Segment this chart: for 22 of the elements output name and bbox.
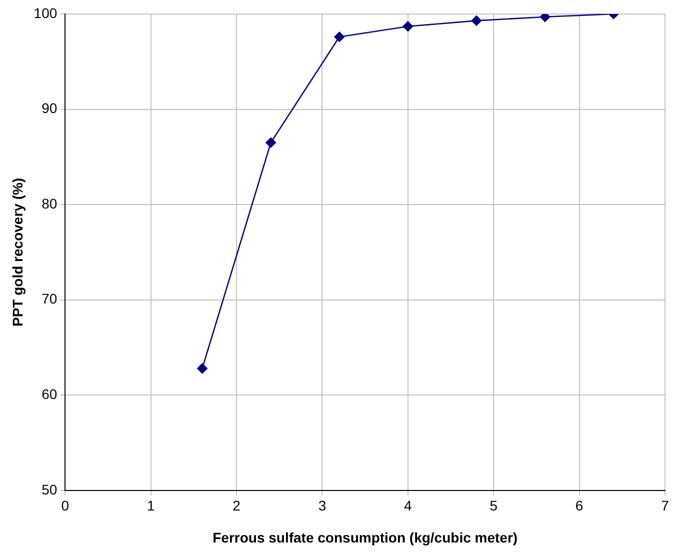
y-tick-label: 90 (42, 100, 58, 116)
x-tick-label: 0 (61, 498, 70, 514)
point (540, 14, 550, 22)
x-tick-label: 6 (575, 498, 584, 514)
point (471, 16, 482, 26)
x-tick-label: 5 (490, 498, 498, 514)
y-tick-label: 80 (42, 195, 58, 212)
x-tick-label: 2 (232, 498, 241, 514)
y-tick-label: 100 (34, 4, 58, 21)
x-tick-label: 3 (318, 498, 326, 514)
y-tick-label: 60 (42, 386, 58, 402)
y-axis-title: PPT gold recovery (%) (9, 178, 26, 326)
y-tick-label: 70 (42, 290, 58, 307)
x-tick-label: 7 (661, 498, 670, 514)
point (266, 137, 276, 148)
x-tick-label: 1 (146, 498, 155, 514)
y-tick-label: 50 (42, 481, 58, 498)
x-axis-title: Ferrous sulfate consumption (kg/cubic meter) (212, 529, 518, 546)
point (402, 21, 414, 32)
x-tick-label: 4 (404, 498, 412, 514)
point (197, 363, 208, 374)
point (334, 32, 345, 42)
